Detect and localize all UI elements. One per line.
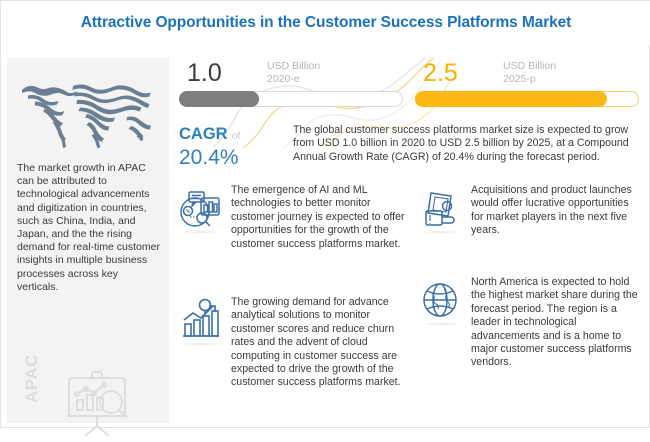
page-title: Attractive Opportunities in the Customer… (80, 14, 572, 31)
metric-2025: 2.5 USD Billion 2025-p (413, 58, 641, 120)
metric-unit-line1: USD Billion (267, 60, 321, 72)
card-shadow (180, 342, 222, 346)
cagr-value: 20.4% (179, 146, 239, 169)
metric-value-2020: 1.0 (187, 59, 222, 87)
lead-paragraph: The global customer success platforms ma… (293, 124, 629, 163)
insight-card-text: The emergence of AI and ML technologies … (231, 184, 405, 250)
metric-unit-line2: 2020-e (267, 72, 300, 85)
content-area: 1.0 USD Billion 2020-e 2.5 USD Billion 2… (173, 58, 645, 423)
analytics-search-icon (177, 186, 225, 232)
cagr-block: CAGR of 20.4% (179, 124, 299, 172)
cagr-of-text: of (231, 130, 241, 142)
metric-bar-2025 (415, 91, 639, 107)
metric-unit-2020: USD Billion 2020-e (267, 60, 320, 85)
metric-bar-fill-2020 (179, 91, 259, 107)
card-shadow (180, 230, 222, 234)
metric-value-2025: 2.5 (423, 59, 458, 87)
metric-bar-2020 (179, 91, 403, 107)
cagr-label-row: CAGR of (179, 124, 299, 146)
insight-card-text: North America is expected to hold the hi… (471, 276, 638, 369)
metric-unit-line1: USD Billion (503, 60, 557, 72)
page-header: Attractive Opportunities in the Customer… (1, 1, 650, 45)
bar-chart-growth-icon (177, 298, 225, 344)
region-panel-body: The market growth in APAC can be attribu… (17, 162, 160, 293)
card-shadow (420, 322, 462, 326)
cagr-label: CAGR (179, 125, 228, 143)
metric-unit-line2: 2025-p (503, 72, 536, 85)
metric-bar-fill-2025 (415, 91, 607, 107)
insight-card-text: Acquisitions and product launches would … (471, 184, 632, 237)
metric-unit-2025: USD Billion 2025-p (503, 60, 556, 85)
metrics-row: 1.0 USD Billion 2020-e 2.5 USD Billion 2… (173, 58, 645, 120)
region-panel-apac: The market growth in APAC can be attribu… (7, 58, 169, 437)
apac-watermark-label: APAC (22, 354, 41, 403)
card-shadow (420, 230, 462, 234)
presentation-chart-magnifier-icon (59, 368, 139, 442)
world-map-icon (13, 68, 163, 156)
insight-card-text: The growing demand for advance analytica… (231, 296, 401, 389)
money-hand-icon (417, 186, 465, 232)
globe-icon (417, 278, 465, 324)
metric-2020: 1.0 USD Billion 2020-e (177, 58, 405, 120)
